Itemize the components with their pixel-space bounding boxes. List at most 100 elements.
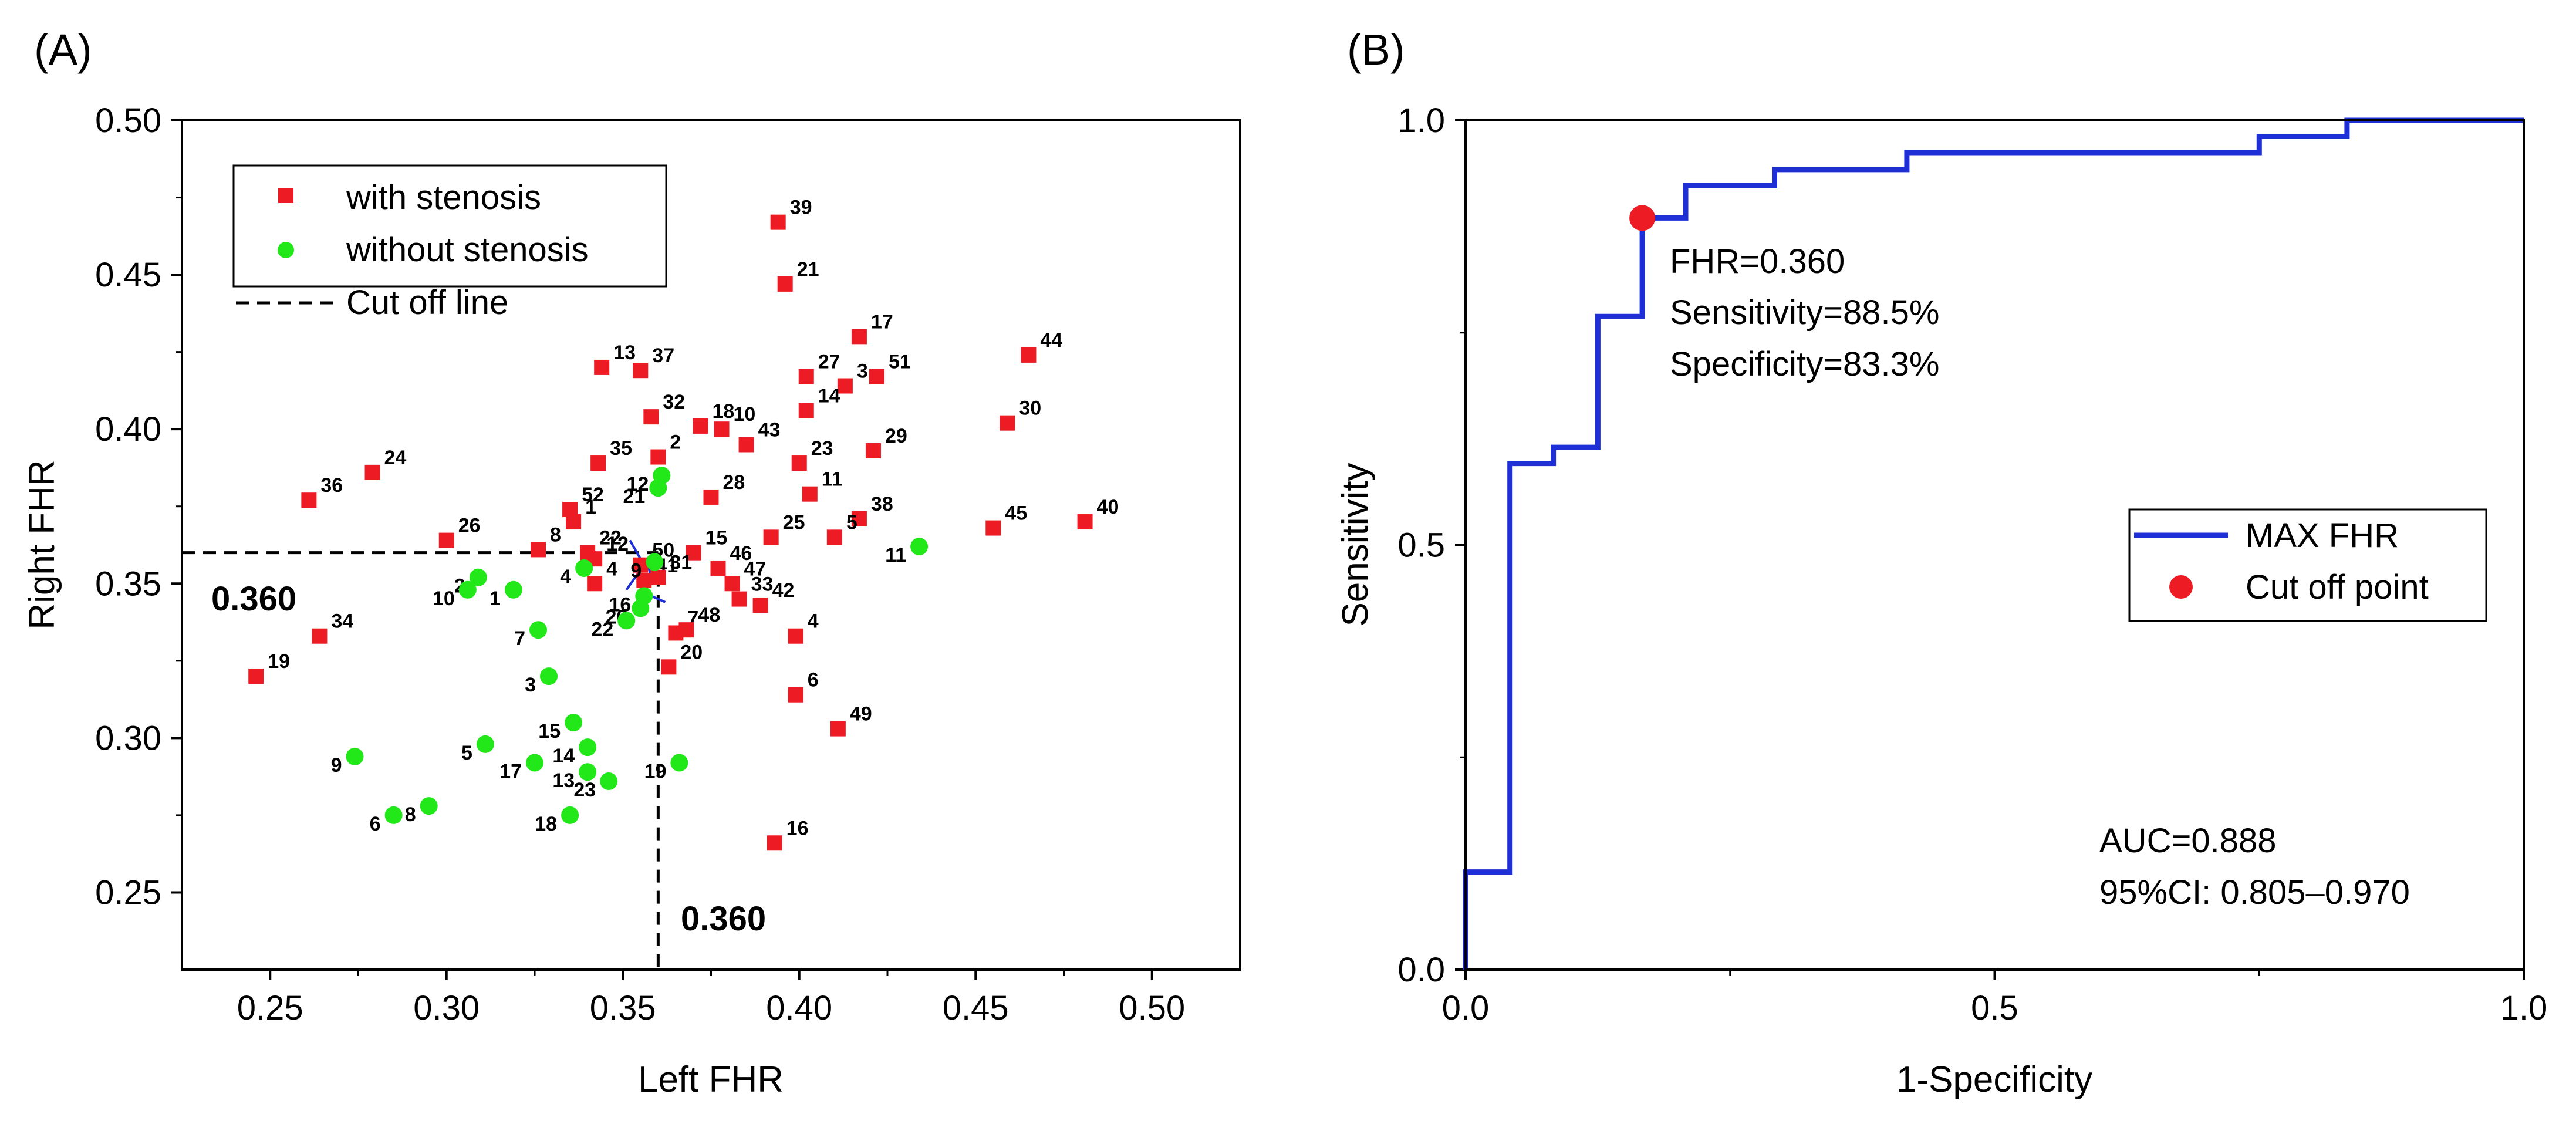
stenosis-point: [985, 520, 1001, 536]
stenosis-point-label: 51: [889, 351, 911, 373]
stenosis-point: [710, 560, 726, 576]
stenosis-point: [1077, 514, 1093, 530]
stenosis-point-label: 26: [458, 515, 481, 537]
stenosis-point: [1021, 347, 1037, 363]
stenosis-point-label: 20: [680, 641, 703, 663]
stenosis-point: [798, 369, 814, 384]
no-stenosis-point: [529, 621, 548, 639]
annotation-sensitivity: Sensitivity=88.5%: [1670, 293, 1939, 332]
stenosis-point: [1000, 415, 1015, 431]
stenosis-point: [594, 359, 610, 375]
stenosis-point: [731, 591, 747, 607]
b-xtick-label: 1.0: [2500, 989, 2548, 1027]
panel-b-label: (B): [1347, 25, 1405, 74]
panel-b-frame: [1464, 119, 2525, 971]
a-xtick-label: 0.40: [766, 989, 832, 1027]
stenosis-point: [633, 557, 649, 573]
stenosis-point: [830, 721, 846, 737]
stenosis-point-label: 38: [871, 493, 893, 515]
stenosis-point-label: 14: [818, 385, 840, 407]
no-stenosis-point-label: 10: [433, 588, 455, 610]
stenosis-point: [738, 437, 754, 453]
no-stenosis-point: [469, 568, 487, 586]
stenosis-point: [364, 464, 380, 480]
stenosis-point: [438, 532, 454, 548]
no-stenosis-point: [579, 763, 597, 781]
stenosis-point-label: 36: [320, 474, 343, 497]
stenosis-point: [770, 214, 786, 230]
no-stenosis-point-label: 4: [560, 566, 571, 588]
stenosis-point-label: 22: [599, 527, 622, 549]
stenosis-point: [566, 514, 582, 530]
stenosis-point-label: 25: [783, 511, 805, 534]
no-stenosis-point-label: 21: [623, 485, 646, 508]
stenosis-point-label: 31: [670, 552, 692, 574]
roc-curve: [1463, 117, 2524, 970]
legend-label-cutoff-line: Cut off line: [346, 283, 508, 322]
stenosis-point: [650, 569, 666, 585]
stenosis-point-label: 49: [850, 703, 872, 725]
a-xtick-label: 0.25: [237, 989, 303, 1027]
no-stenosis-point: [646, 553, 664, 571]
stenosis-point-label: 5: [846, 511, 857, 534]
b-ytick-label: 0.0: [1397, 951, 1445, 989]
legend-label-cutoff-point: Cut off point: [2246, 568, 2429, 606]
stenosis-point-label: 40: [1097, 496, 1119, 518]
panel-b-ylabel: Sensitivity: [1335, 463, 1376, 626]
a-xtick-label: 0.50: [1119, 989, 1185, 1027]
stenosis-point: [851, 329, 867, 345]
cutoff-point-marker: [1629, 205, 1656, 231]
stenosis-point: [777, 276, 793, 292]
no-stenosis-point-label: 19: [644, 760, 667, 782]
cutoff-x-label: 0.360: [681, 900, 766, 938]
stenosis-point: [851, 511, 867, 526]
no-stenosis-point-label: 7: [514, 627, 525, 650]
stenosis-point: [590, 455, 606, 471]
stenosis-point-label: 17: [871, 310, 893, 333]
stenosis-point: [633, 363, 649, 379]
legend-marker-cutoff-point: [2169, 575, 2193, 599]
stenosis-point: [826, 529, 842, 545]
legend-label-roc: MAX FHR: [2246, 517, 2399, 555]
no-stenosis-point: [346, 747, 364, 765]
stenosis-point: [301, 492, 317, 508]
stenosis-point-label: 48: [698, 604, 720, 626]
no-stenosis-point-label: 12: [627, 473, 649, 495]
no-stenosis-point: [561, 806, 579, 824]
stenosis-point-label: 1: [585, 496, 596, 518]
a-ytick-label: 0.35: [95, 565, 161, 603]
stenosis-point: [643, 409, 659, 425]
stenosis-point-label: 27: [818, 351, 840, 373]
no-stenosis-point-label: 22: [591, 618, 613, 640]
panel-a: (A) 0.25 0.30 0.35 0.40 0.45 0.50 0.25 0.30 0.35…: [22, 25, 1241, 1100]
panel-a-label: (A): [34, 25, 92, 74]
a-ytick-label: 0.40: [95, 410, 161, 448]
stenosis-point-label: 21: [797, 258, 819, 281]
no-stenosis-point-label: 9: [331, 754, 342, 777]
no-stenosis-point-label: 6: [370, 813, 381, 835]
annotation-specificity: Specificity=83.3%: [1670, 345, 1939, 383]
stenosis-point-label: 8: [550, 524, 561, 546]
stenosis-point-label: 28: [723, 471, 745, 494]
cutoff-lines: [182, 551, 660, 970]
stenosis-point-label: 10: [734, 403, 756, 426]
panel-a-ticks: 0.25 0.30 0.35 0.40 0.45 0.50 0.25 0.30 0.35 0.40…: [95, 102, 1185, 1027]
no-stenosis-point-label: 3: [525, 674, 536, 696]
annotation-fhr: FHR=0.360: [1670, 242, 1845, 281]
stenosis-point-label: 33: [751, 573, 774, 596]
stenosis-point: [763, 529, 779, 545]
stenosis-point-label: 32: [663, 391, 685, 413]
no-stenosis-point: [649, 479, 667, 497]
stenosis-point-label: 42: [772, 579, 795, 602]
no-stenosis-point-label: 14: [552, 745, 575, 767]
no-stenosis-point-label: 13: [552, 769, 575, 792]
panel-a-legend: with stenosis without stenosis Cut off l…: [232, 164, 667, 322]
no-stenosis-point-label: 11: [885, 544, 906, 566]
stenosis-point-label: 39: [790, 197, 812, 219]
a-ytick-label: 0.25: [95, 873, 161, 912]
a-xtick-label: 0.35: [590, 989, 656, 1027]
no-stenosis-point: [617, 612, 636, 630]
no-stenosis-point-label: 17: [499, 760, 522, 782]
stenosis-point-label: 12: [606, 533, 629, 555]
